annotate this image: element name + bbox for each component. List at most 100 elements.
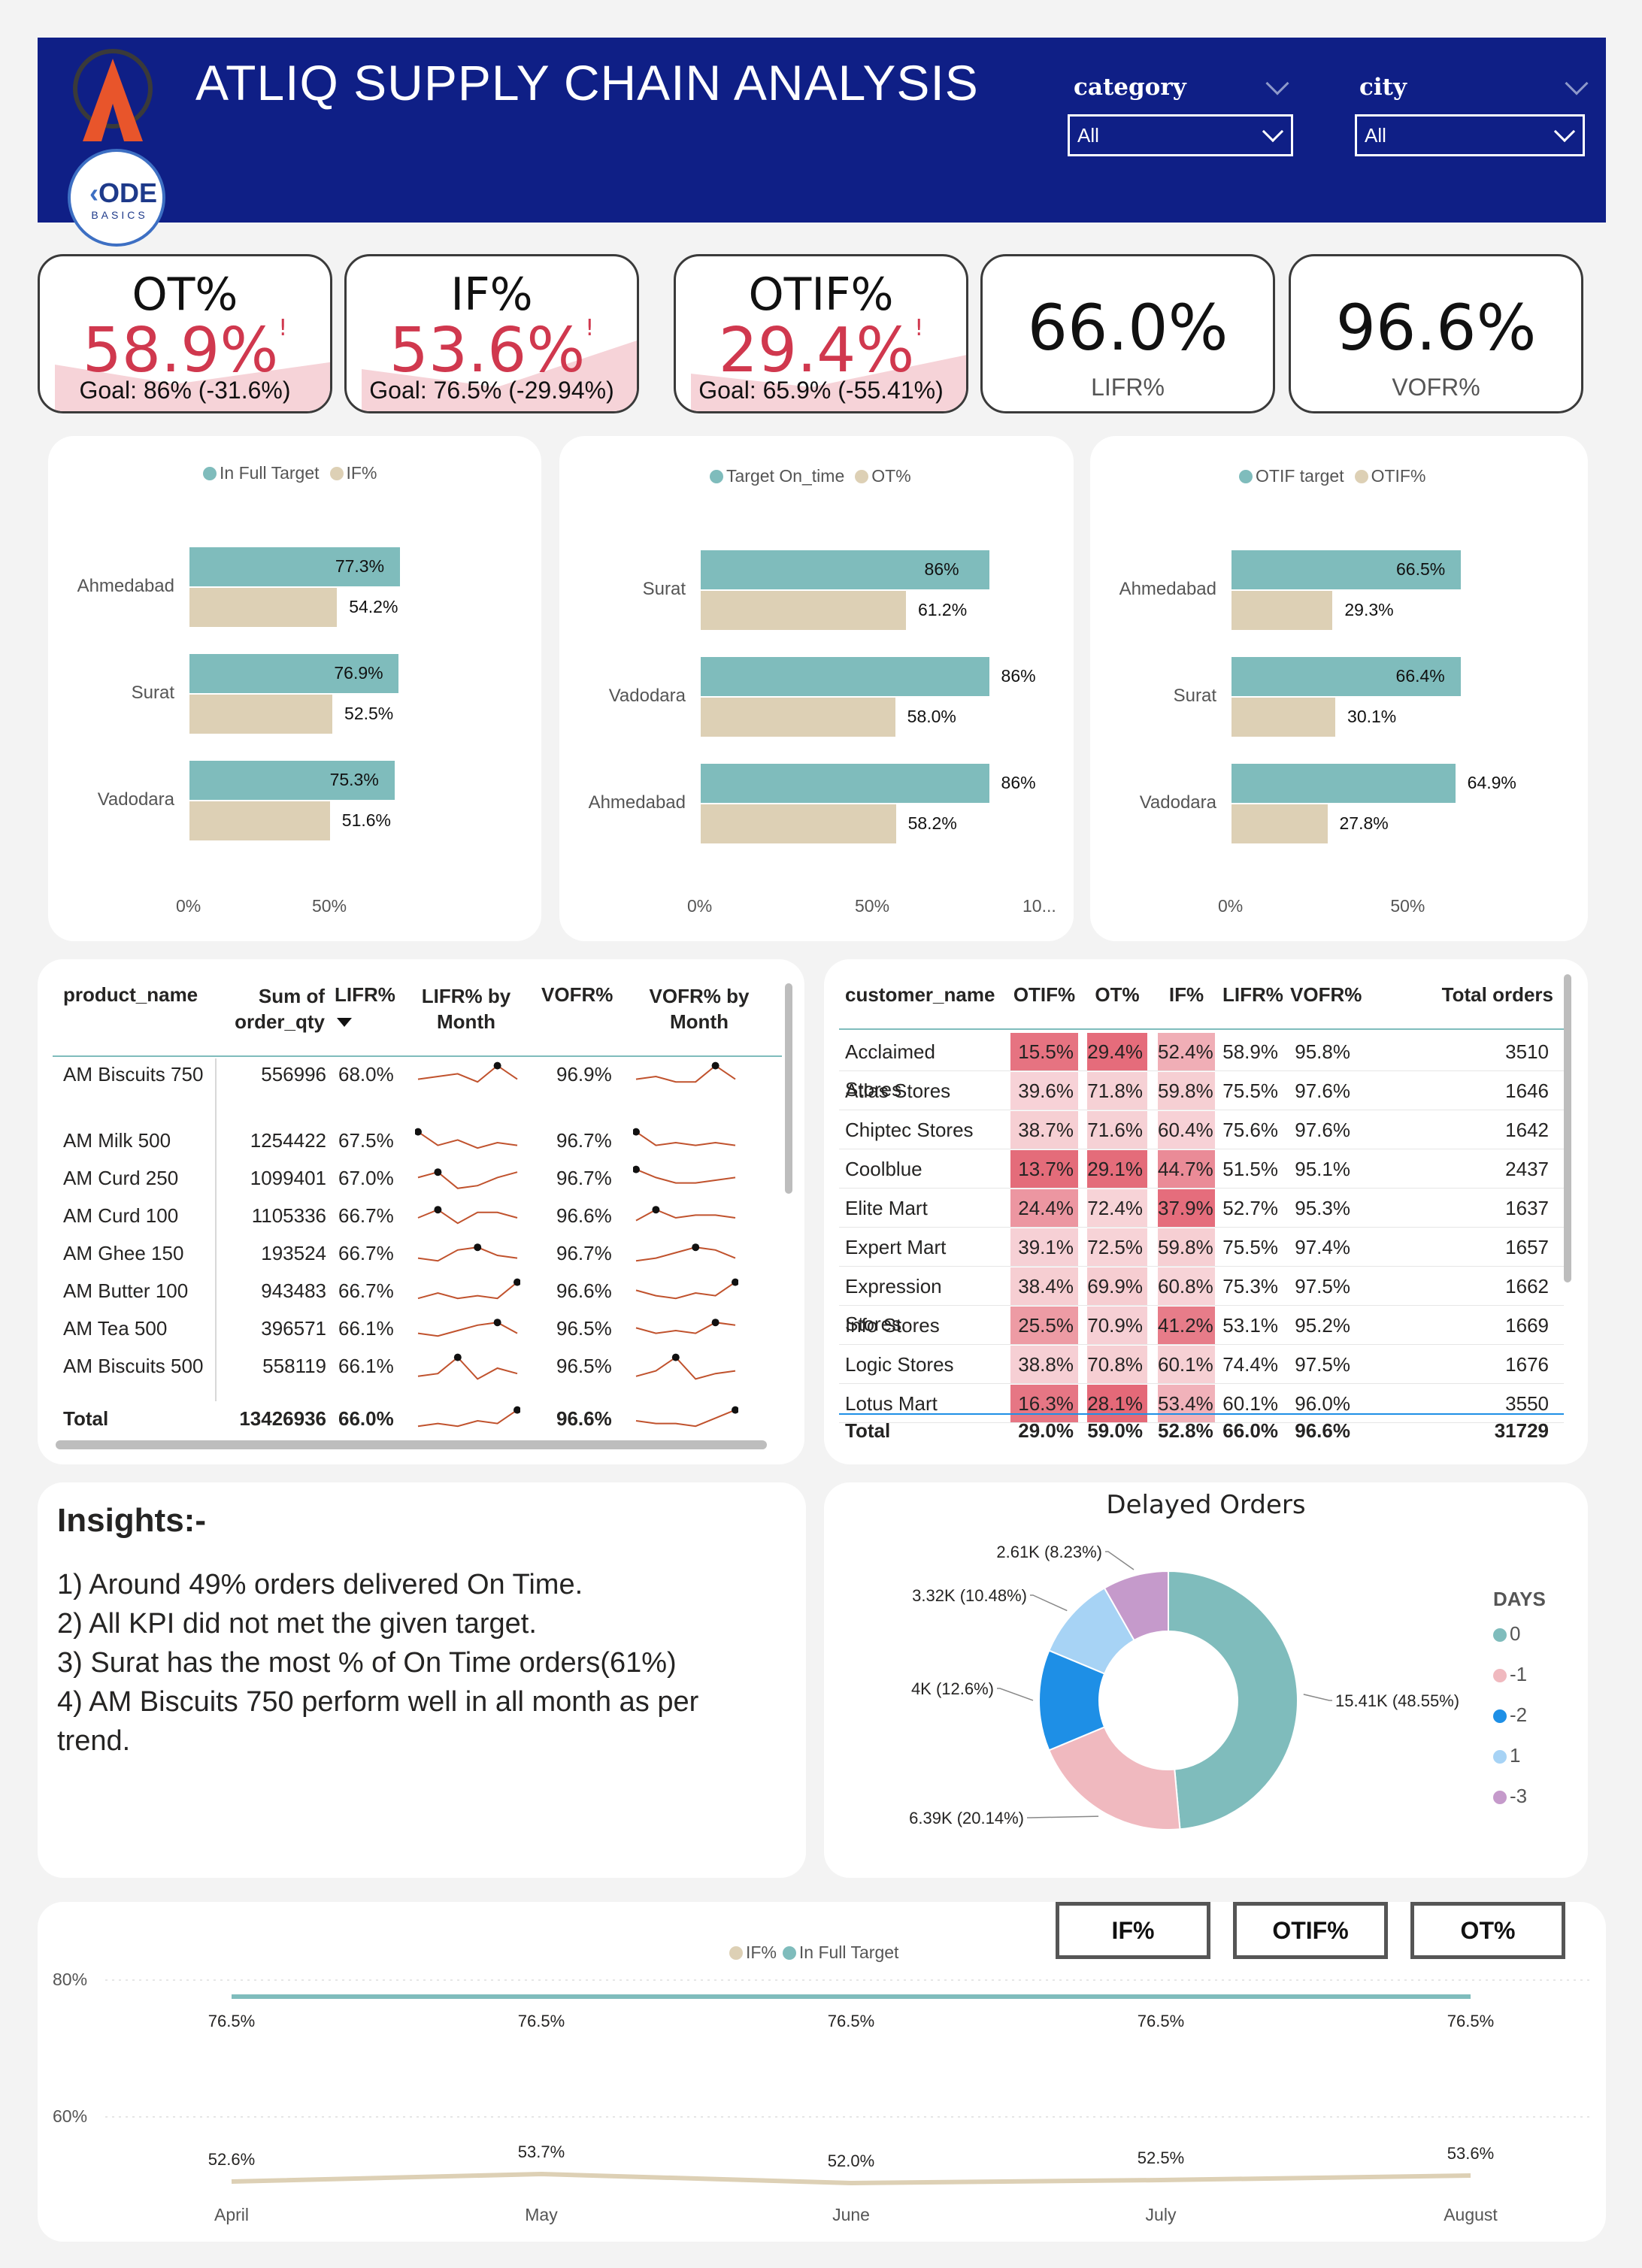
col-header[interactable]: customer_name [845,983,995,1006]
kpi-card-lifr[interactable]: 66.0% LIFR% [980,254,1275,413]
col-header[interactable]: OT% [1095,983,1140,1006]
legend-item[interactable]: 0 [1493,1622,1520,1646]
legend-dot-icon [329,467,344,480]
legend-item[interactable]: OTIF% [1354,466,1437,486]
actual-bar[interactable] [701,804,896,843]
vertical-scrollbar[interactable] [1564,974,1571,1282]
data-label: 66.4% [1395,666,1445,686]
target-bar[interactable] [1232,550,1461,589]
sparkline-marker [692,1243,700,1252]
x-axis-tick: June [832,2205,870,2224]
chevron-down-icon[interactable] [1565,71,1589,95]
donut-slice[interactable] [1168,1570,1298,1830]
metric-cell: 96.0% [1295,1392,1350,1415]
legend-item[interactable]: 1 [1493,1744,1520,1767]
col-header-vofr-month[interactable]: VOFR% by Month [649,985,750,1033]
city-slicer-dropdown[interactable]: All [1355,114,1585,156]
col-header-vofr[interactable]: VOFR% [541,983,613,1006]
actual-bar[interactable] [189,588,338,627]
sparkline-path [417,1409,518,1428]
col-header[interactable]: Total orders [1441,983,1553,1006]
sparkline-marker [671,1353,680,1361]
qty-cell: 396571 [261,1317,326,1340]
chart-legend[interactable]: OTIF target OTIF% [1239,466,1436,486]
target-bar[interactable] [189,761,395,800]
col-header-product[interactable]: product_name [63,983,198,1006]
legend-item[interactable]: OT% [855,466,921,486]
legend-label: IF% [746,1942,777,1962]
chart-legend[interactable]: IF% In Full Target [729,1942,904,1963]
target-bar[interactable] [701,550,989,589]
vertical-scrollbar[interactable] [785,983,792,1194]
actual-bar[interactable] [189,695,333,734]
actual-bar[interactable] [189,801,330,840]
if-line[interactable] [231,2171,1471,2186]
metric-cell: 38.7% [1010,1111,1078,1149]
lifr-cell: 68.0% [338,1063,394,1086]
actual-bar[interactable] [1232,698,1336,737]
legend-item[interactable]: -2 [1493,1703,1527,1727]
sort-desc-icon[interactable] [337,1018,352,1027]
target-bar[interactable] [701,764,989,803]
sparkline-marker [415,1128,422,1136]
target-bar[interactable] [1232,657,1461,696]
col-header[interactable]: OTIF% [1013,983,1076,1006]
legend-item[interactable]: In Full Target [782,1942,905,1962]
lifr-sparkline [417,1278,520,1300]
kpi-card-otif[interactable]: OTIF% 29.4%! Goal: 65.9% (-55.41%) [674,254,968,413]
target-bar[interactable] [189,654,399,693]
vofr-sparkline [633,1165,736,1184]
col-header[interactable]: VOFR% [1290,983,1362,1006]
category-slicer-dropdown[interactable]: All [1068,114,1293,156]
legend-dot-icon [729,1946,743,1960]
col-header-qty[interactable]: Sum of order_qty [235,985,325,1033]
chart-legend[interactable]: In Full Target IF% [203,463,387,483]
product-name-cell: AM Milk 500 [63,1129,171,1152]
horizontal-scrollbar[interactable] [56,1440,767,1449]
col-header-lifr-month[interactable]: LIFR% by Month [421,985,511,1033]
data-label: 64.9% [1467,773,1516,792]
target-bar[interactable] [1232,764,1456,803]
customer-name-cell: Logic Stores [845,1353,954,1376]
legend-item[interactable]: Target On_time [710,466,855,486]
target-bar[interactable] [189,547,400,586]
sparkline-path [635,1322,736,1334]
toggle-ot-button[interactable]: OT% [1410,1902,1565,1959]
data-label: 52.5% [344,704,394,723]
legend-item[interactable]: IF% [329,463,388,483]
chart-legend[interactable]: Target On_time OT% [710,466,922,486]
legend-item[interactable]: -1 [1493,1663,1527,1686]
legend-item[interactable]: IF% [729,1942,783,1962]
actual-bar[interactable] [701,591,906,630]
product-name-cell: AM Biscuits 750 [63,1063,204,1086]
donut-slice[interactable] [1047,1726,1181,1830]
col-header[interactable]: LIFR% [1222,983,1283,1006]
kpi-card-vofr[interactable]: 96.6% VOFR% [1289,254,1583,413]
metric-cell: 71.6% [1087,1111,1147,1149]
data-label: 77.3% [335,556,385,576]
kpi-card-ot[interactable]: OT% 58.9%! Goal: 86% (-31.6%) [38,254,332,413]
total-label: Total [845,1419,891,1442]
legend-item[interactable]: -3 [1493,1785,1527,1808]
total-cell: 66.0% [1222,1419,1278,1442]
metric-cell: 3550 [1505,1392,1549,1415]
metric-cell: 53.4% [1158,1385,1215,1422]
legend-item[interactable]: In Full Target [203,463,330,483]
chevron-down-icon[interactable] [1265,71,1289,95]
qty-cell: 1105336 [251,1204,326,1227]
target-bar[interactable] [701,657,989,696]
legend-dot-icon [710,470,723,483]
legend-item[interactable]: OTIF target [1239,466,1355,486]
actual-bar[interactable] [1232,591,1333,630]
toggle-if-button[interactable]: IF% [1056,1902,1210,1959]
sparkline-path [635,1168,736,1184]
actual-bar[interactable] [1232,804,1328,843]
legend-label: Target On_time [726,466,845,486]
toggle-otif-button[interactable]: OTIF% [1233,1902,1388,1959]
kpi-card-if[interactable]: IF% 53.6%! Goal: 76.5% (-29.94%) [344,254,639,413]
donut-slice[interactable] [1103,1570,1169,1642]
col-header-lifr[interactable]: LIFR% [335,983,395,1006]
legend-dot-icon [855,470,869,483]
actual-bar[interactable] [701,698,895,737]
col-header[interactable]: IF% [1168,983,1204,1006]
